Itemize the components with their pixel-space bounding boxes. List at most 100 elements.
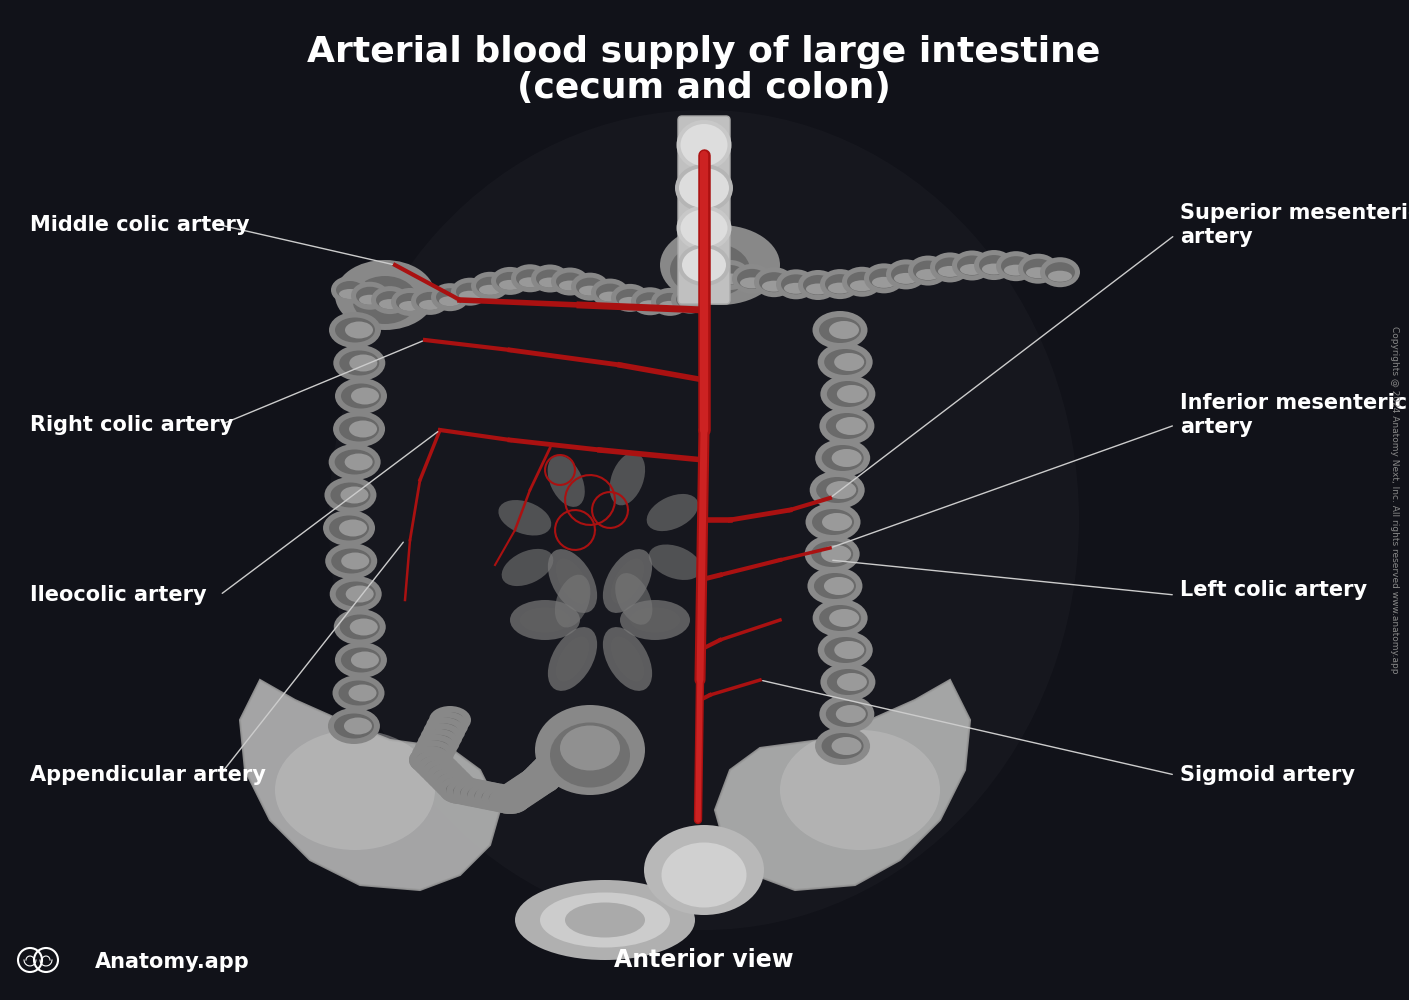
Ellipse shape bbox=[524, 760, 566, 788]
Ellipse shape bbox=[537, 761, 565, 777]
Ellipse shape bbox=[828, 283, 852, 294]
Ellipse shape bbox=[640, 300, 661, 310]
Ellipse shape bbox=[341, 487, 369, 504]
Ellipse shape bbox=[850, 280, 874, 291]
Polygon shape bbox=[714, 680, 969, 890]
Ellipse shape bbox=[603, 549, 652, 613]
Ellipse shape bbox=[428, 765, 457, 781]
Ellipse shape bbox=[418, 746, 447, 762]
Ellipse shape bbox=[843, 267, 882, 297]
Ellipse shape bbox=[535, 269, 564, 287]
Ellipse shape bbox=[331, 483, 371, 508]
Ellipse shape bbox=[754, 267, 795, 297]
Ellipse shape bbox=[837, 385, 867, 403]
Ellipse shape bbox=[510, 600, 581, 640]
Ellipse shape bbox=[681, 124, 727, 166]
Text: Copyrights @ 2024 Anatomy Next, Inc. All rights reserved www.anatomy.app: Copyrights @ 2024 Anatomy Next, Inc. All… bbox=[1391, 326, 1399, 674]
Ellipse shape bbox=[616, 573, 652, 625]
Ellipse shape bbox=[433, 718, 461, 734]
Ellipse shape bbox=[520, 607, 571, 633]
Ellipse shape bbox=[676, 206, 731, 250]
Ellipse shape bbox=[596, 284, 624, 302]
Ellipse shape bbox=[740, 277, 764, 288]
Ellipse shape bbox=[907, 256, 948, 286]
Ellipse shape bbox=[433, 769, 461, 785]
Ellipse shape bbox=[521, 763, 564, 791]
Ellipse shape bbox=[676, 120, 731, 170]
Ellipse shape bbox=[803, 275, 833, 295]
Ellipse shape bbox=[349, 355, 378, 371]
Ellipse shape bbox=[409, 746, 451, 774]
Ellipse shape bbox=[275, 730, 435, 850]
FancyBboxPatch shape bbox=[678, 116, 730, 304]
Ellipse shape bbox=[820, 695, 875, 733]
Ellipse shape bbox=[328, 708, 380, 744]
Ellipse shape bbox=[421, 759, 464, 787]
Ellipse shape bbox=[834, 353, 864, 371]
Ellipse shape bbox=[812, 509, 854, 535]
Ellipse shape bbox=[411, 287, 449, 315]
Ellipse shape bbox=[836, 417, 867, 435]
Ellipse shape bbox=[416, 752, 444, 768]
Ellipse shape bbox=[497, 780, 540, 808]
Ellipse shape bbox=[417, 755, 459, 783]
Ellipse shape bbox=[499, 500, 551, 536]
Ellipse shape bbox=[341, 552, 369, 570]
Ellipse shape bbox=[812, 541, 852, 567]
Ellipse shape bbox=[831, 737, 861, 755]
Ellipse shape bbox=[540, 892, 671, 948]
Ellipse shape bbox=[516, 269, 544, 287]
Ellipse shape bbox=[579, 286, 602, 296]
Ellipse shape bbox=[806, 503, 861, 541]
Ellipse shape bbox=[681, 210, 727, 246]
Ellipse shape bbox=[813, 599, 868, 637]
Ellipse shape bbox=[996, 251, 1036, 281]
Text: Right colic artery: Right colic artery bbox=[30, 415, 234, 435]
Ellipse shape bbox=[340, 614, 380, 640]
Ellipse shape bbox=[671, 286, 709, 314]
Ellipse shape bbox=[820, 407, 875, 445]
Ellipse shape bbox=[821, 733, 864, 759]
Ellipse shape bbox=[496, 792, 524, 808]
Ellipse shape bbox=[526, 772, 554, 788]
Ellipse shape bbox=[392, 288, 428, 316]
Ellipse shape bbox=[836, 705, 867, 723]
Ellipse shape bbox=[679, 299, 702, 309]
Ellipse shape bbox=[379, 299, 402, 309]
Ellipse shape bbox=[974, 250, 1014, 280]
Text: Anterior view: Anterior view bbox=[614, 948, 793, 972]
Ellipse shape bbox=[542, 755, 571, 771]
Ellipse shape bbox=[333, 411, 385, 447]
Ellipse shape bbox=[475, 783, 517, 811]
Ellipse shape bbox=[459, 291, 480, 301]
Ellipse shape bbox=[824, 577, 854, 595]
Ellipse shape bbox=[548, 455, 585, 507]
Ellipse shape bbox=[421, 741, 449, 757]
Ellipse shape bbox=[489, 786, 531, 814]
Ellipse shape bbox=[371, 286, 409, 314]
Ellipse shape bbox=[416, 752, 444, 768]
Ellipse shape bbox=[576, 278, 604, 296]
Ellipse shape bbox=[886, 259, 926, 289]
Ellipse shape bbox=[345, 585, 373, 602]
Ellipse shape bbox=[599, 292, 621, 302]
Ellipse shape bbox=[930, 252, 969, 282]
Ellipse shape bbox=[826, 481, 857, 499]
Ellipse shape bbox=[893, 273, 919, 284]
Ellipse shape bbox=[960, 264, 983, 275]
Ellipse shape bbox=[952, 250, 992, 280]
Ellipse shape bbox=[335, 450, 375, 475]
Ellipse shape bbox=[630, 607, 681, 633]
Ellipse shape bbox=[797, 270, 838, 300]
Ellipse shape bbox=[938, 266, 962, 277]
Ellipse shape bbox=[514, 769, 557, 797]
Ellipse shape bbox=[537, 749, 578, 777]
Ellipse shape bbox=[519, 766, 561, 794]
Ellipse shape bbox=[502, 549, 554, 586]
Ellipse shape bbox=[540, 746, 581, 774]
Ellipse shape bbox=[824, 349, 867, 375]
Ellipse shape bbox=[679, 168, 728, 208]
Ellipse shape bbox=[351, 652, 379, 668]
Ellipse shape bbox=[635, 292, 664, 310]
Ellipse shape bbox=[548, 627, 597, 691]
